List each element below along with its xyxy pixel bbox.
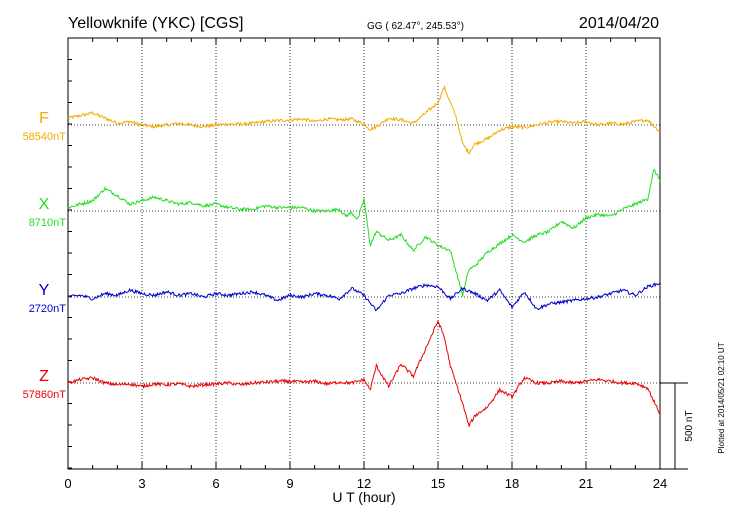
x-tick-label: 21 [579, 476, 593, 491]
series-name-z: Z [39, 368, 49, 385]
x-tick-label: 18 [505, 476, 519, 491]
axis-ticks [67, 38, 661, 469]
baseline-value-x: 8710nT [29, 217, 67, 229]
x-tick-label: 24 [653, 476, 667, 491]
baseline-value-y: 2720nT [29, 303, 67, 315]
series-line-z [67, 320, 661, 427]
series-line-f [67, 84, 661, 155]
x-axis-label: U T (hour) [332, 489, 395, 505]
x-tick-labels: 0 3 6 9 12 15 18 21 24 [64, 476, 667, 491]
plotted-timestamp: Plotted at 2014/05/21 02:10 UT [717, 342, 726, 453]
baseline-value-f: 58540nT [23, 131, 67, 143]
station-coordinates: GG ( 62.47°, 245.53°) [367, 21, 464, 32]
x-tick-label: 0 [64, 476, 71, 491]
scale-bar-label: 500 nT [684, 410, 695, 441]
series-line-x [67, 168, 661, 297]
series-name-y: Y [39, 282, 50, 299]
x-tick-label: 15 [431, 476, 445, 491]
chart-title: Yellowknife (YKC) [CGS] [68, 15, 243, 32]
x-tick-label: 9 [286, 476, 293, 491]
chart-date: 2014/04/20 [579, 15, 659, 32]
series-name-x: X [39, 196, 50, 213]
baseline-value-z: 57860nT [23, 389, 67, 401]
x-tick-label: 3 [138, 476, 145, 491]
x-tick-label: 6 [212, 476, 219, 491]
series-line-y [67, 282, 661, 312]
x-tick-label: 12 [357, 476, 371, 491]
scale-bar: 500 nT [660, 382, 695, 470]
grid-lines [68, 38, 660, 469]
series-labels: F 58540nT X 8710nT Y 2720nT Z 57860nT [23, 110, 67, 401]
series-lines [67, 84, 661, 427]
series-name-f: F [39, 110, 49, 127]
